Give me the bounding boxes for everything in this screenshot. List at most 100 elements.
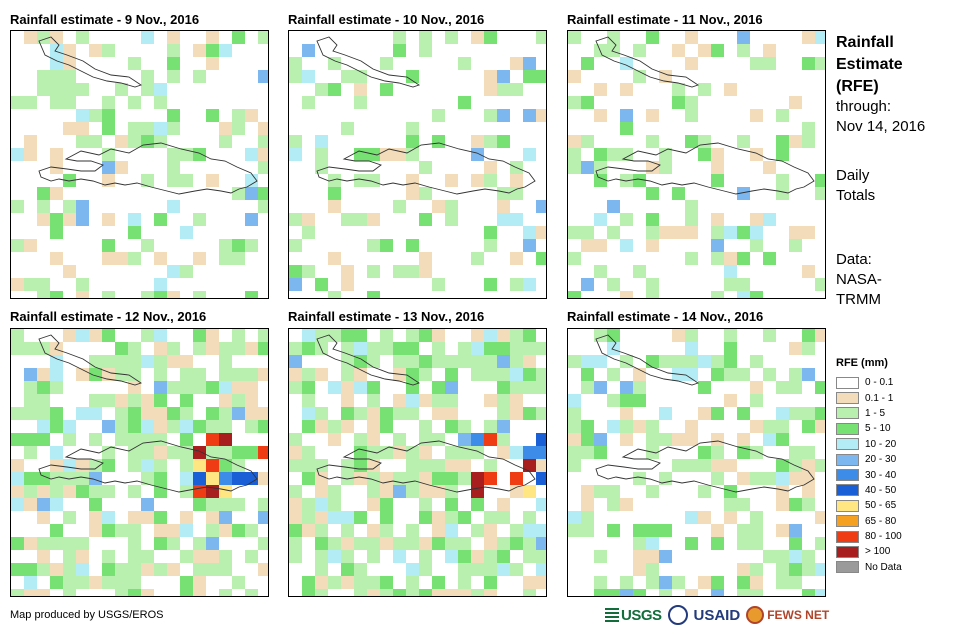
rainfall-cell: [523, 278, 536, 291]
rainfall-cell: [536, 70, 546, 83]
rainfall-cell: [37, 187, 50, 200]
rainfall-cell: [289, 524, 302, 537]
map-panel-nov9: [10, 30, 269, 299]
rainfall-cell: [24, 96, 37, 109]
rainfall-cell: [471, 342, 484, 355]
rainfall-cell: [581, 420, 594, 433]
rainfall-cell: [471, 524, 484, 537]
rainfall-cell: [302, 265, 315, 278]
rainfall-cell: [672, 44, 685, 57]
rainfall-cell: [11, 407, 24, 420]
rainfall-cell: [63, 83, 76, 96]
hispaniola-coastline: [316, 142, 536, 195]
rainfall-cell: [37, 407, 50, 420]
usgs-logo: USGS: [605, 607, 662, 624]
rainfall-cell: [128, 524, 141, 537]
rainfall-cell: [219, 381, 232, 394]
rainfall-cell: [37, 511, 50, 524]
rainfall-cell: [471, 135, 484, 148]
rainfall-cell: [419, 446, 432, 459]
rainfall-cell: [115, 524, 128, 537]
rainfall-cell: [24, 148, 37, 161]
rainfall-cell: [50, 498, 63, 511]
rainfall-cell: [328, 83, 341, 96]
rainfall-cell: [471, 498, 484, 511]
rainfall-cell: [776, 174, 789, 187]
rainfall-cell: [206, 329, 219, 342]
rainfall-cell: [76, 576, 89, 589]
rainfall-cell: [341, 278, 354, 291]
rainfall-cell: [419, 537, 432, 550]
rainfall-cell: [128, 368, 141, 381]
rainfall-cell: [289, 135, 302, 148]
rainfall-cell: [258, 342, 268, 355]
rainfall-cell: [776, 135, 789, 148]
hispaniola-coastline: [316, 440, 536, 493]
rainfall-cell: [167, 200, 180, 213]
rainfall-cell: [63, 420, 76, 433]
rainfall-cell: [659, 355, 672, 368]
rainfall-cell: [568, 96, 581, 109]
rainfall-cell: [315, 576, 328, 589]
rainfall-cell: [497, 355, 510, 368]
rainfall-cell: [154, 278, 167, 291]
rainfall-cell: [737, 537, 750, 550]
rainfall-cell: [219, 355, 232, 368]
rainfall-cell: [672, 433, 685, 446]
rainfall-cell: [206, 174, 219, 187]
rainfall-cell: [458, 563, 471, 576]
rainfall-cell: [497, 342, 510, 355]
rainfall-cell: [510, 394, 523, 407]
rainfall-cell: [289, 148, 302, 161]
rainfall-cell: [497, 550, 510, 563]
rainfall-cell: [607, 329, 620, 342]
rainfall-cell: [789, 135, 802, 148]
rainfall-cell: [685, 200, 698, 213]
rainfall-cell: [193, 70, 206, 83]
rainfall-cell: [568, 407, 581, 420]
rainfall-cell: [471, 433, 484, 446]
rainfall-cell: [341, 563, 354, 576]
rainfall-cell: [245, 394, 258, 407]
rainfall-cell: [354, 459, 367, 472]
rainfall-cell: [484, 433, 497, 446]
rainfall-cell: [115, 135, 128, 148]
rainfall-cell: [672, 96, 685, 109]
rainfall-cell: [206, 57, 219, 70]
rainfall-cell: [620, 109, 633, 122]
rainfall-cell: [141, 329, 154, 342]
panel-title-nov9: Rainfall estimate - 9 Nov., 2016: [10, 12, 200, 27]
rainfall-cell: [11, 563, 24, 576]
rainfall-cell: [328, 420, 341, 433]
rainfall-cell: [315, 472, 328, 485]
rainfall-cell: [750, 394, 763, 407]
rainfall-cell: [128, 511, 141, 524]
rainfall-cell: [776, 407, 789, 420]
rainfall-cell: [776, 381, 789, 394]
rainfall-cell: [445, 459, 458, 472]
rainfall-cell: [89, 498, 102, 511]
rainfall-cell: [76, 200, 89, 213]
rainfall-cell: [128, 135, 141, 148]
rainfall-cell: [750, 291, 763, 298]
rainfall-cell: [315, 148, 328, 161]
rainfall-cell: [89, 485, 102, 498]
rainfall-cell: [24, 239, 37, 252]
rainfall-cell: [219, 252, 232, 265]
rainfall-cell: [594, 148, 607, 161]
rainfall-cell: [245, 187, 258, 200]
rainfall-cell: [115, 161, 128, 174]
rainfall-cell: [581, 355, 594, 368]
rainfall-cell: [633, 44, 646, 57]
rainfall-cell: [620, 381, 633, 394]
rainfall-cell: [367, 239, 380, 252]
rainfall-cell: [141, 135, 154, 148]
panel-title-nov13: Rainfall estimate - 13 Nov., 2016: [288, 309, 485, 324]
rainfall-cell: [167, 122, 180, 135]
rainfall-cell: [154, 213, 167, 226]
legend-swatch: [836, 422, 859, 435]
rainfall-cell: [302, 368, 315, 381]
rainfall-cell: [737, 278, 750, 291]
rainfall-cell: [141, 563, 154, 576]
rainfall-cell: [167, 109, 180, 122]
